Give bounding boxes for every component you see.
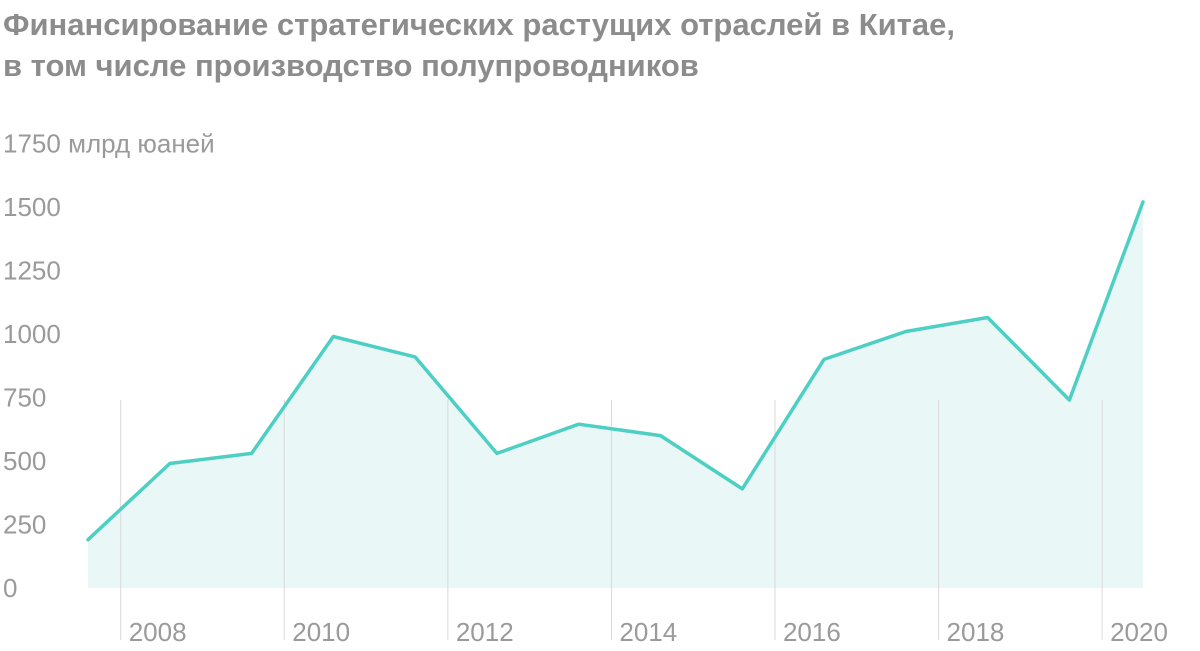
chart-title: Финансирование стратегических растущих о… [3,4,955,86]
data-point-9 [822,357,826,361]
x-tick-label-2010: 2010 [292,617,350,647]
data-point-8 [740,487,744,491]
data-point-0 [86,538,90,542]
chart-title-line-1: Финансирование стратегических растущих о… [3,7,955,42]
x-tick-label-2014: 2014 [619,617,677,647]
area-layer [88,201,1143,588]
x-tick-label-2008: 2008 [129,617,187,647]
data-point-4 [413,355,417,359]
data-point-5 [495,451,499,455]
data-point-3 [331,335,335,339]
data-point-11 [986,316,990,320]
x-tick-label-2012: 2012 [456,617,514,647]
chart-title-line-2: в том числе производство полупроводников [3,48,699,83]
series-line [86,200,1145,542]
data-point-12 [1067,398,1071,402]
y-tick-label-1000: 1000 [3,319,61,349]
x-axis-ticks: 2008 2010 2012 2014 2016 2018 2020 [129,617,1168,647]
data-point-13 [1141,200,1145,204]
y-tick-label-1500: 1500 [3,192,61,222]
y-tick-label-750: 750 [3,383,46,413]
y-axis-ticks: 0 250 500 750 1000 1250 1500 1750 млрд юаней [3,129,215,604]
data-point-7 [659,434,663,438]
x-tick-label-2020: 2020 [1110,617,1168,647]
y-tick-label-500: 500 [3,446,46,476]
y-tick-label-1750: 1750 млрд юаней [3,129,215,159]
x-tick-label-2016: 2016 [783,617,841,647]
y-tick-label-250: 250 [3,510,46,540]
y-tick-label-1250: 1250 [3,256,61,286]
data-point-1 [168,462,172,466]
area-fill [88,201,1143,588]
data-point-10 [904,330,908,334]
data-point-6 [577,422,581,426]
x-tick-label-2018: 2018 [947,617,1005,647]
data-point-2 [250,451,254,455]
y-tick-label-0: 0 [3,573,17,603]
